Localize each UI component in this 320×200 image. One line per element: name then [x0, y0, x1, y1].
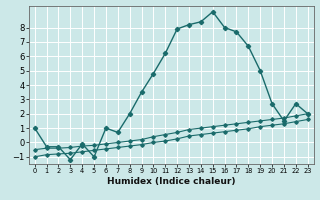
X-axis label: Humidex (Indice chaleur): Humidex (Indice chaleur) — [107, 177, 236, 186]
